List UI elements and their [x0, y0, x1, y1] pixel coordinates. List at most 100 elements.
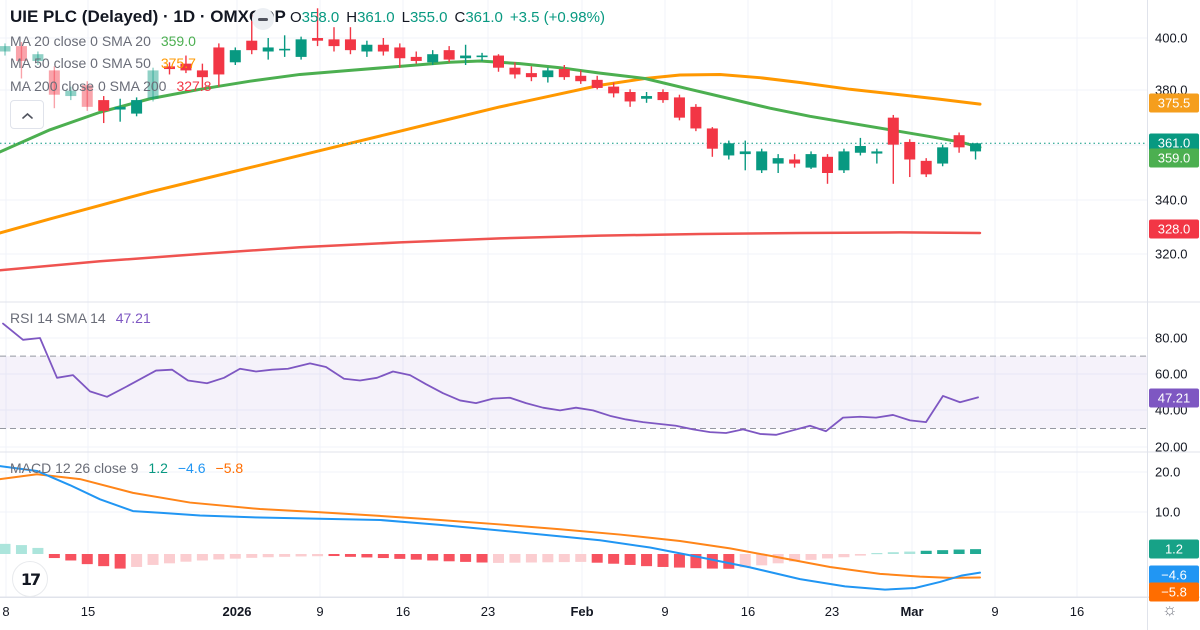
macd-hist-bar[interactable] — [410, 554, 422, 560]
candle-body[interactable] — [789, 159, 801, 164]
macd-hist-bar[interactable] — [854, 554, 866, 556]
macd-hist-bar[interactable] — [904, 551, 916, 554]
macd-hist-bar[interactable] — [164, 554, 175, 564]
sun-icon[interactable]: ☼ — [1162, 600, 1178, 619]
macd-hist-bar[interactable] — [196, 554, 208, 561]
macd-hist-bar[interactable] — [953, 549, 965, 554]
candle-body[interactable] — [246, 40, 258, 51]
candle-body[interactable] — [624, 92, 636, 102]
candle-body[interactable] — [427, 54, 439, 63]
macd-hist-bar[interactable] — [98, 554, 110, 567]
candle-body[interactable] — [443, 50, 455, 60]
time-tick-label[interactable]: 16 — [740, 604, 756, 619]
candle-body[interactable] — [98, 100, 110, 111]
macd-hist-bar[interactable] — [344, 554, 356, 557]
macd-hist-bar[interactable] — [279, 554, 291, 557]
candle-body[interactable] — [213, 47, 225, 75]
ma50-line[interactable] — [0, 72, 982, 235]
macd-line[interactable] — [0, 465, 981, 591]
time-tick-label[interactable]: 9 — [991, 604, 999, 619]
candle-body[interactable] — [229, 50, 241, 63]
candle-body[interactable] — [904, 141, 916, 160]
macd-hist-bar[interactable] — [838, 554, 850, 558]
ma20-line[interactable] — [0, 59, 982, 154]
collapse-indicators-button[interactable] — [10, 100, 44, 129]
time-tick-label[interactable]: 23 — [480, 604, 496, 619]
macd-hist-bar[interactable] — [361, 554, 373, 558]
candle-body[interactable] — [476, 55, 488, 58]
macd-hist-bar[interactable] — [427, 554, 439, 561]
legend-minus-button[interactable] — [252, 8, 274, 30]
candle-body[interactable] — [0, 46, 11, 52]
macd-hist-bar[interactable] — [706, 554, 718, 569]
candle-body[interactable] — [114, 106, 126, 110]
time-tick-label[interactable]: 8 — [2, 604, 10, 619]
candle-body[interactable] — [312, 38, 324, 41]
candle-body[interactable] — [65, 90, 77, 97]
candle-body[interactable] — [295, 39, 307, 57]
candle-body[interactable] — [377, 44, 389, 52]
tradingview-logo[interactable]: 17 — [12, 561, 48, 597]
macd-hist-bar[interactable] — [65, 554, 77, 561]
candle-body[interactable] — [344, 39, 356, 51]
macd-hist-bar[interactable] — [476, 554, 488, 563]
macd-hist-bar[interactable] — [657, 554, 669, 567]
time-tick-label[interactable]: 2026 — [222, 604, 252, 619]
candle-body[interactable] — [558, 69, 570, 78]
candle-body[interactable] — [394, 47, 406, 59]
macd-hist-bar[interactable] — [871, 552, 883, 555]
time-tick-label[interactable]: 16 — [395, 604, 411, 619]
candle-body[interactable] — [525, 73, 537, 78]
candle-body[interactable] — [32, 54, 44, 61]
candle-body[interactable] — [723, 143, 735, 156]
candle-body[interactable] — [81, 85, 93, 107]
macd-hist-bar[interactable] — [262, 554, 274, 558]
macd-hist-bar[interactable] — [15, 545, 27, 554]
macd-hist-bar[interactable] — [312, 554, 324, 557]
symbol-title[interactable]: UIE PLC (Delayed) · 1D · OMXCOP — [10, 7, 286, 26]
rsi-legend[interactable]: RSI 14 SMA 14 47.21 — [10, 310, 151, 326]
time-tick-label[interactable]: Mar — [900, 604, 924, 619]
macd-hist-bar[interactable] — [460, 554, 472, 562]
macd-hist-bar[interactable] — [805, 554, 817, 560]
candle-body[interactable] — [15, 46, 27, 61]
macd-hist-bar[interactable] — [394, 554, 406, 559]
candle-body[interactable] — [48, 70, 60, 95]
candle-body[interactable] — [164, 66, 175, 70]
candle-body[interactable] — [673, 97, 685, 118]
candle-body[interactable] — [196, 70, 208, 78]
candle-body[interactable] — [887, 117, 899, 145]
time-tick-label[interactable]: 15 — [80, 604, 96, 619]
candle-body[interactable] — [328, 39, 340, 47]
macd-legend[interactable]: MACD 12 26 close 9 1.2 −4.6 −5.8 — [10, 460, 243, 476]
macd-hist-bar[interactable] — [328, 554, 340, 557]
macd-hist-bar[interactable] — [739, 554, 751, 568]
candle-body[interactable] — [608, 86, 620, 94]
macd-hist-bar[interactable] — [690, 554, 702, 569]
macd-hist-bar[interactable] — [822, 554, 833, 559]
ma200-line[interactable] — [0, 231, 982, 272]
time-tick-label[interactable]: Feb — [570, 604, 594, 619]
candle-body[interactable] — [262, 47, 274, 52]
macd-hist-bar[interactable] — [624, 554, 636, 565]
macd-hist-bar[interactable] — [377, 554, 389, 559]
candle-body[interactable] — [361, 44, 373, 52]
candle-body[interactable] — [279, 48, 291, 51]
macd-hist-bar[interactable] — [789, 554, 801, 562]
macd-hist-bar[interactable] — [558, 554, 570, 563]
macd-hist-bar[interactable] — [0, 543, 11, 554]
ma50-legend[interactable]: MA 50 close 0 SMA 50 375.7 — [10, 55, 196, 71]
candle-body[interactable] — [822, 156, 833, 173]
macd-hist-bar[interactable] — [147, 554, 159, 565]
candle-body[interactable] — [805, 154, 817, 168]
candle-body[interactable] — [953, 135, 965, 148]
candle-body[interactable] — [970, 143, 982, 152]
candle-body[interactable] — [739, 151, 751, 155]
candle-body[interactable] — [641, 96, 653, 99]
macd-hist-bar[interactable] — [887, 552, 899, 554]
ma200-legend[interactable]: MA 200 close 0 SMA 200 327.8 — [10, 78, 211, 94]
macd-hist-bar[interactable] — [229, 554, 241, 559]
macd-hist-bar[interactable] — [673, 554, 685, 568]
time-tick-label[interactable]: 9 — [661, 604, 669, 619]
